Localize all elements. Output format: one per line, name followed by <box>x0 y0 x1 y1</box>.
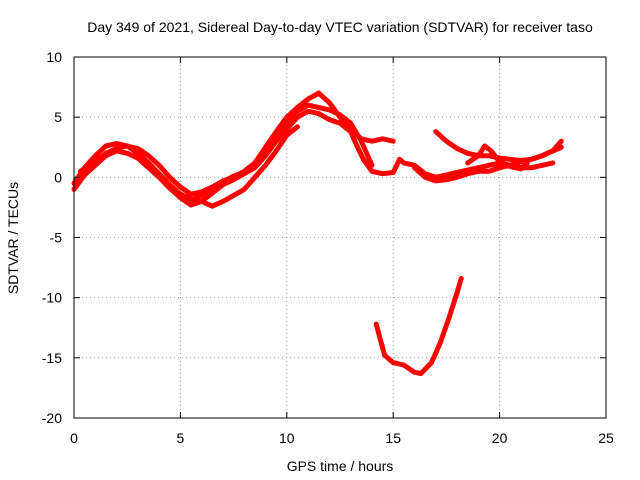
series-track-2 <box>71 108 375 208</box>
x-tick-label: 0 <box>70 430 78 446</box>
chart-title: Day 349 of 2021, Sidereal Day-to-day VTE… <box>87 19 593 35</box>
series-track-8 <box>465 143 530 172</box>
x-tick-label: 15 <box>385 430 401 446</box>
x-tick-label: 20 <box>492 430 508 446</box>
y-tick-label: -5 <box>50 230 63 246</box>
y-tick-label: -15 <box>42 350 62 366</box>
y-axis-title: SDTVAR / TECUs <box>5 182 21 294</box>
series-track-9 <box>373 275 464 376</box>
y-tick-label: 10 <box>46 49 62 65</box>
series-track-3 <box>77 102 375 197</box>
x-tick-label: 5 <box>177 430 185 446</box>
y-tick-label: 5 <box>54 109 62 125</box>
ticks: 0 5 10 15 20 25 -20 -15 -10 -5 0 5 10 <box>42 49 614 446</box>
series-track-4 <box>167 124 300 209</box>
x-tick-label: 10 <box>279 430 295 446</box>
series-layer <box>71 90 564 376</box>
x-axis-title: GPS time / hours <box>287 458 394 474</box>
y-tick-label: -20 <box>42 410 62 426</box>
series-track-6 <box>412 160 556 184</box>
y-tick-label: -10 <box>42 290 62 306</box>
y-tick-label: 0 <box>54 169 62 185</box>
x-tick-label: 25 <box>598 430 614 446</box>
